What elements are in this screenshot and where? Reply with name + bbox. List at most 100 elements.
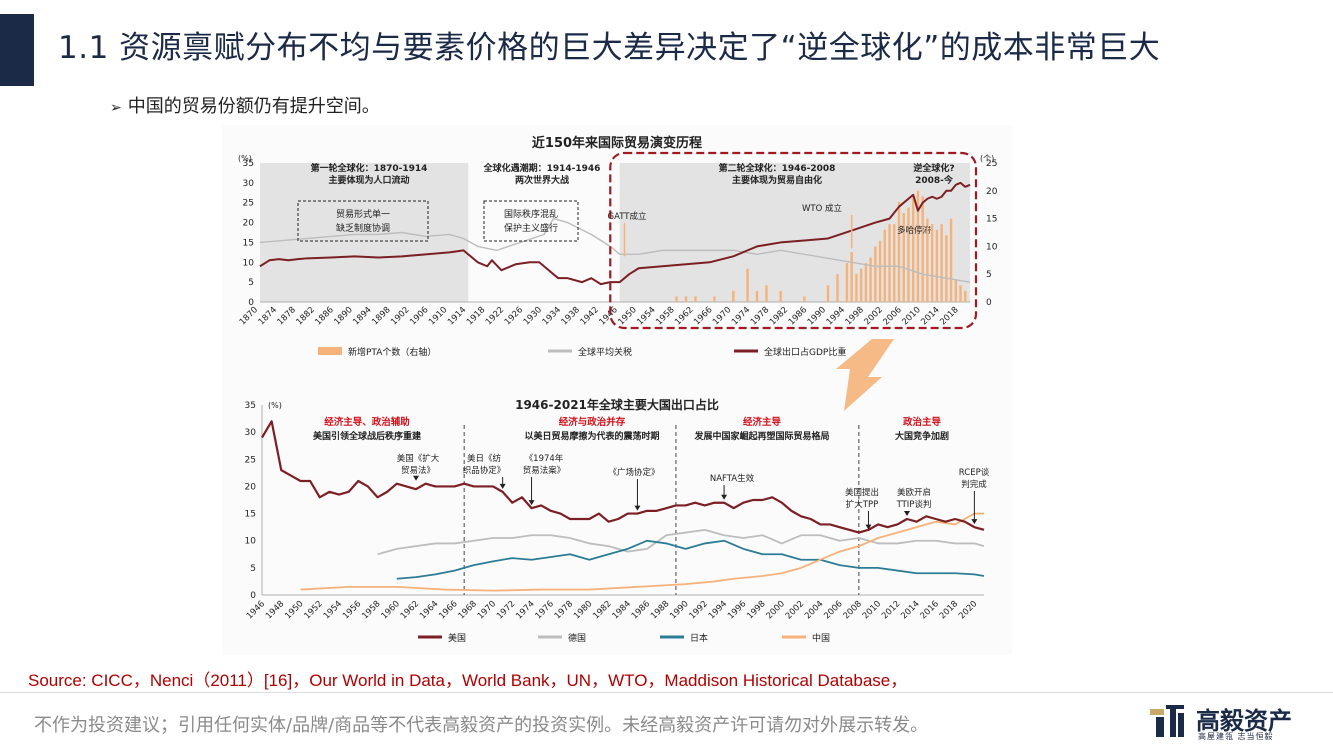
chart2-phase-sublabel: 大国竞争加剧 — [895, 430, 949, 442]
chart2-event-arrowhead-icon — [721, 494, 728, 500]
chart1-x-tick: 1930 — [522, 305, 544, 327]
chart1-period-sublabel: 主要体现为贸易自由化 — [732, 174, 822, 186]
chart2-event-arrowhead-icon — [413, 475, 420, 481]
chart2-x-tick: 2004 — [803, 599, 825, 621]
chart2-x-tick: 2010 — [861, 599, 883, 621]
chart2-x-tick: 1950 — [283, 599, 305, 621]
bullet-arrow-icon: ➢ — [110, 100, 122, 116]
chart2-x-tick: 1954 — [322, 599, 344, 621]
chart1-left-unit: (%) — [238, 154, 252, 163]
chart2-x-tick: 1988 — [649, 599, 671, 621]
chart2-y-tick: 10 — [245, 537, 257, 547]
chart1-x-tick: 1982 — [768, 305, 790, 327]
chart1-left-tick: 10 — [243, 258, 255, 268]
chart1-pta-bar — [675, 296, 678, 302]
chart1-pta-bar — [765, 285, 768, 302]
chart2-x-tick: 1962 — [399, 599, 421, 621]
chart1-x-tick: 1906 — [408, 305, 430, 327]
chart1-x-tick: 2002 — [863, 305, 885, 327]
chart1-legend-label: 新增PTA个数（右轴） — [348, 346, 436, 358]
chart1-pta-bar — [893, 224, 896, 302]
chart2-unit: (%) — [268, 401, 282, 410]
chart2-event-sublabel: 贸易法案》 — [523, 465, 566, 476]
chart1-pta-bar — [949, 218, 953, 302]
chart1-x-tick: 1934 — [541, 305, 563, 327]
chart1-pta-bar — [945, 235, 948, 302]
chart1-pta-bar — [930, 224, 934, 302]
chart2-y-tick: 20 — [245, 482, 257, 492]
chart2-event-arrowhead-icon — [865, 524, 872, 530]
chart1-x-tick: 1894 — [351, 305, 373, 327]
chart2-x-tick: 1964 — [418, 599, 440, 621]
chart1-left-tick: 35 — [243, 159, 254, 169]
chart2-x-tick: 1994 — [707, 599, 729, 621]
chart1-pta-bar — [864, 263, 868, 302]
chart2-legend-label: 德国 — [568, 632, 586, 644]
chart2-legend-label: 美国 — [448, 632, 466, 644]
chart1-x-tick: 1886 — [313, 305, 335, 327]
chart1-x-tick: 1962 — [673, 305, 695, 327]
chart2-event-arrowhead-icon — [634, 505, 641, 511]
chart2-event-label: 美国提出 — [845, 487, 879, 498]
chart2-y-tick: 35 — [245, 401, 256, 411]
chart1-x-tick: 1926 — [503, 305, 525, 327]
chart1-x-tick: 1918 — [465, 305, 487, 327]
chart2-x-tick: 1966 — [437, 599, 459, 621]
chart2-phase-sublabel: 发展中国家崛起再塑国际贸易格局 — [693, 430, 829, 442]
chart1-pta-bar — [912, 196, 915, 302]
chart1-pta-bar — [954, 279, 957, 302]
chart2-event-arrowhead-icon — [903, 511, 910, 516]
chart2-x-tick: 1986 — [630, 599, 652, 621]
chart2-y-tick: 25 — [245, 455, 256, 465]
chart1-period-label: 全球化遇潮期：1914-1946 — [483, 162, 601, 174]
chart1-x-tick: 1938 — [560, 305, 582, 327]
chart1-x-tick: 1954 — [635, 305, 657, 327]
chart1-x-tick: 2006 — [881, 305, 903, 327]
chart1-x-tick: 1958 — [654, 305, 676, 327]
chart2-x-tick: 1980 — [572, 599, 594, 621]
chart2-x-tick: 1992 — [688, 599, 710, 621]
chart1-right-tick: 20 — [986, 187, 998, 197]
chart2-x-tick: 1998 — [745, 599, 767, 621]
chart2-event-sublabel: 扩大TPP — [846, 499, 878, 510]
chart2-x-tick: 2014 — [899, 599, 921, 621]
chart2-x-tick: 1978 — [553, 599, 575, 621]
chart1-pta-bar — [859, 268, 863, 302]
chart2-x-tick: 2002 — [784, 599, 806, 621]
chart2-x-tick: 1956 — [341, 599, 363, 621]
chart1-pta-bar — [755, 290, 759, 302]
chart1-pta-bar — [855, 274, 858, 302]
chart1-x-tick: 1978 — [749, 305, 771, 327]
chart1-pta-bar — [907, 207, 910, 302]
chart1-pta-bar — [869, 257, 872, 302]
chart1-x-tick: 1902 — [389, 305, 411, 327]
chart2-y-tick: 0 — [250, 591, 256, 601]
bullet-point: ➢ 中国的贸易份额仍有提升空间。 — [110, 92, 380, 118]
title-accent-bar — [0, 14, 34, 86]
chart1-x-tick: 1990 — [806, 305, 828, 327]
chart1-note-subtext: 缺乏制度协调 — [336, 222, 390, 234]
chart2-x-tick: 1952 — [303, 599, 325, 621]
chart2-event-sublabel: 织品协定》 — [463, 465, 506, 476]
chart2-x-tick: 1946 — [245, 599, 267, 621]
chart1-pta-bar — [897, 201, 901, 302]
chart2-phase-sublabel: 以美日贸易摩擦为代表的震荡时期 — [524, 430, 659, 442]
chart1-x-tick: 1914 — [446, 305, 468, 327]
footer: 不作为投资建议；引用任何实体/品牌/商品等不代表高毅资产的投资实例。未经高毅资产… — [0, 692, 1333, 751]
chart1-pta-bar — [850, 251, 853, 302]
chart1-pta-bar — [779, 290, 782, 302]
chart2-phase-label: 经济主导 — [743, 416, 782, 428]
chart2-y-tick: 15 — [245, 510, 256, 520]
chart1-period-sublabel: 2008-今 — [915, 174, 954, 186]
chart2-x-tick: 1958 — [360, 599, 382, 621]
chart1-x-tick: 1974 — [730, 305, 752, 327]
chart1-annotation-label: WTO 成立 — [802, 203, 842, 214]
chart1-highlight-box — [609, 151, 978, 330]
chart1-pta-bar — [694, 296, 697, 302]
chart1-left-tick: 20 — [243, 219, 255, 229]
chart1-left-tick: 30 — [243, 179, 255, 189]
chart2-usa-line — [261, 420, 985, 534]
brand-logo: 高毅资产 高屋建瓴 志当恒毅 — [1150, 701, 1320, 745]
chart1-x-tick: 1898 — [370, 305, 392, 327]
chart1-x-tick: 1890 — [332, 305, 354, 327]
